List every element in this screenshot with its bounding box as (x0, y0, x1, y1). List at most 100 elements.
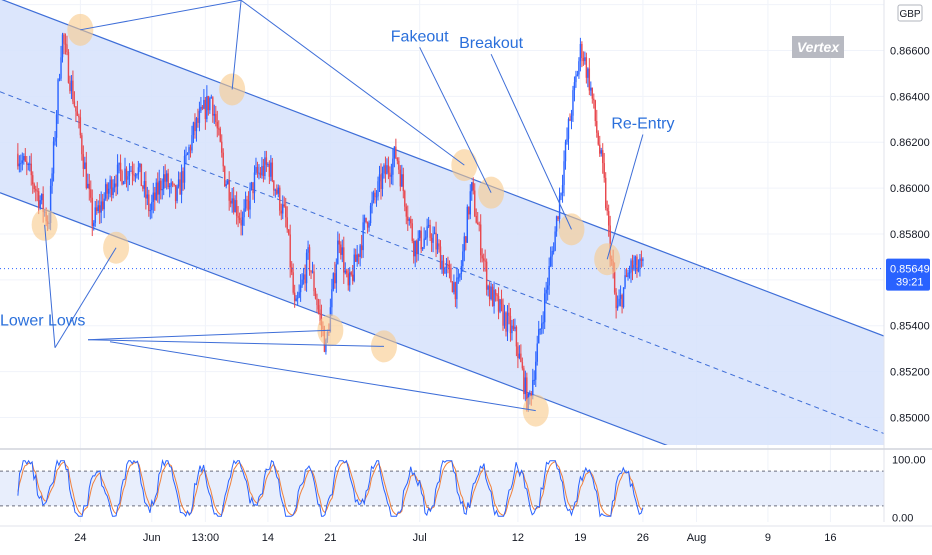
candle-body (240, 219, 242, 226)
candle-body (91, 197, 93, 226)
time-tick-label: 24 (74, 532, 86, 544)
candle-body (429, 224, 431, 238)
candle-body (584, 57, 586, 62)
candle-body (491, 286, 494, 307)
candle-body (66, 44, 68, 52)
candle-body (186, 153, 189, 155)
candle-body (374, 192, 376, 197)
candle-body (602, 150, 604, 164)
candle-body (512, 325, 515, 329)
candle-body (155, 182, 157, 200)
candle-body (32, 175, 34, 185)
candle-body (201, 106, 204, 109)
candle-body (49, 185, 52, 223)
candle-body (124, 168, 126, 182)
oscillator-tick-label: 100.00 (892, 455, 926, 467)
candle-body (417, 238, 419, 255)
candle-body (229, 200, 232, 204)
candle-body (590, 87, 592, 91)
time-tick-label: 19 (574, 532, 586, 544)
candle-body (148, 194, 150, 212)
candle-body (444, 267, 446, 274)
candle-body (24, 156, 26, 162)
candle-body (116, 164, 119, 187)
candle-body (128, 170, 131, 177)
annotation-label: Breakout (459, 35, 524, 52)
candle-body (503, 312, 506, 326)
time-tick-label: 14 (262, 532, 274, 544)
candle-body (279, 187, 281, 211)
candle-body (118, 162, 120, 165)
candle-body (369, 205, 372, 224)
candle-body (226, 180, 229, 185)
candle-body (508, 312, 510, 316)
candle-body (197, 118, 199, 123)
candle-body (307, 247, 309, 253)
candle-body (524, 377, 527, 395)
candle-body (304, 274, 306, 284)
candle-body (17, 153, 19, 167)
channel-lower-line (0, 192, 668, 445)
candle-body (85, 162, 88, 189)
candle-body (587, 68, 589, 78)
candle-body (371, 200, 373, 206)
candle-body (573, 82, 576, 91)
candle-body (554, 231, 556, 251)
candle-body (411, 223, 413, 241)
candle-body (97, 205, 99, 212)
candle-body (521, 362, 524, 369)
candle-body (588, 68, 591, 91)
candle-body (481, 255, 483, 259)
candle-body (514, 326, 516, 329)
candle-body (75, 106, 77, 112)
candle-body (36, 190, 38, 192)
candle-body (264, 157, 266, 176)
candle-body (163, 174, 165, 189)
candle-body (487, 286, 489, 290)
candle-body (37, 191, 40, 208)
candle-body (585, 57, 588, 78)
candle-body (268, 164, 271, 177)
candle-body (372, 192, 375, 201)
candle-body (621, 295, 623, 308)
candle-body (274, 189, 277, 191)
candle-body (479, 224, 482, 256)
candle-body (582, 57, 585, 62)
candle-body (456, 277, 458, 300)
annotation-layer: Lower HighsFakeoutBreakoutRe-EntryLower … (0, 0, 674, 412)
price-tick-label: 0.85200 (890, 367, 930, 379)
candle-body (613, 271, 616, 293)
candle-body (578, 61, 580, 75)
candle-body (280, 210, 282, 214)
candle-body (344, 270, 346, 273)
candle-body (84, 162, 86, 169)
candle-body (340, 244, 342, 255)
annotation-leader (109, 341, 536, 412)
candle-body (576, 74, 579, 77)
current-price-badge (886, 258, 930, 291)
candle-body (500, 299, 503, 305)
candle-body (539, 328, 541, 330)
candle-body (137, 167, 140, 175)
candle-body (637, 267, 640, 272)
candle-body (246, 199, 248, 201)
candle-body (533, 379, 535, 381)
candle-body (555, 216, 558, 232)
candle-body (27, 164, 29, 166)
candle-body (121, 171, 123, 185)
candle-body (420, 230, 422, 250)
candle-body (396, 158, 399, 161)
candle-body (206, 96, 208, 120)
candle-body (421, 247, 424, 250)
candle-body (256, 167, 259, 174)
candle-body (23, 156, 25, 161)
candle-body (215, 113, 217, 122)
candle-body (39, 200, 41, 208)
candle-body (293, 292, 296, 302)
candle-body (472, 182, 474, 191)
candle-body (243, 208, 245, 218)
candle-body (168, 185, 171, 188)
price-tick-label: 0.86600 (890, 45, 930, 57)
candle-body (381, 173, 384, 190)
candle-body (497, 296, 500, 312)
